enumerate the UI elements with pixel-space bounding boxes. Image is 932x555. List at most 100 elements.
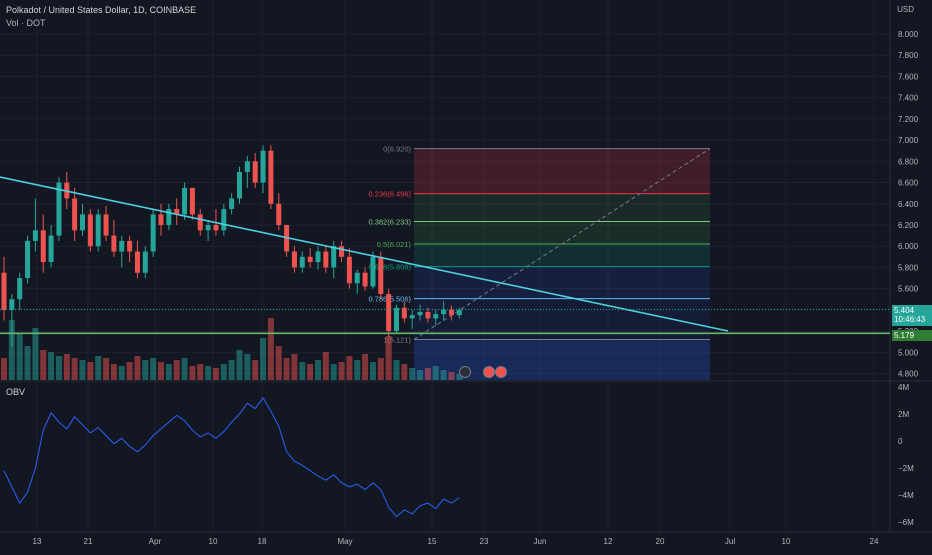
candle-body — [48, 235, 54, 263]
volume-bar — [448, 372, 455, 380]
current-price-tag: 5.404 10:46:43 — [892, 305, 932, 326]
time-axis-label: 13 — [33, 537, 42, 546]
volume-bar — [440, 370, 447, 380]
candle-body — [221, 209, 227, 231]
time-axis-label: 21 — [84, 537, 93, 546]
candle-body — [103, 214, 109, 236]
obv-legend[interactable]: OBV — [6, 387, 26, 397]
volume-bar — [330, 364, 337, 380]
fib-level-label: 1(5.121) — [383, 335, 411, 344]
candle-body — [189, 187, 195, 215]
volume-bar — [134, 356, 141, 380]
volume-bars — [1, 318, 463, 380]
volume-bar — [424, 368, 431, 380]
time-axis-label: Jun — [534, 537, 547, 546]
candle-body — [409, 315, 415, 319]
volume-bar — [165, 364, 172, 380]
volume-bar — [315, 360, 321, 380]
candle-body — [448, 309, 454, 316]
candle-body — [1, 272, 7, 310]
price-axis-label: 5.800 — [898, 263, 919, 272]
volume-bar — [307, 364, 314, 380]
candle-body — [95, 214, 101, 247]
candle-body — [252, 161, 258, 183]
volume-bar — [236, 350, 243, 380]
candle-body — [299, 256, 305, 268]
time-axis-label: May — [337, 537, 352, 546]
volume-bar — [220, 364, 227, 380]
fib-zone — [414, 148, 710, 194]
currency-label[interactable]: USD — [897, 5, 914, 14]
candle-body — [276, 203, 282, 225]
volume-bar — [40, 350, 47, 380]
candle-body — [456, 309, 462, 316]
price-axis-label: 7.000 — [898, 136, 919, 145]
price-axis-label: 7.400 — [898, 94, 919, 103]
volume-legend[interactable]: Vol · DOT — [6, 18, 46, 28]
fib-zone — [414, 221, 710, 244]
time-axis-label: 15 — [428, 537, 437, 546]
volume-bar — [63, 354, 70, 380]
candle-body — [197, 214, 203, 231]
volume-bar — [48, 352, 55, 380]
time-axis-label: Jul — [725, 537, 735, 546]
volume-bar — [291, 354, 298, 380]
candle-body — [315, 251, 321, 263]
candle-body — [174, 209, 180, 215]
obv-axis-label: −6M — [898, 518, 914, 527]
time-axis-label: 23 — [480, 537, 489, 546]
candle-body — [127, 240, 133, 252]
bar-countdown: 10:46:43 — [894, 315, 926, 324]
volume-bar — [205, 366, 212, 380]
obv-line — [3, 396, 460, 518]
volume-bar — [456, 374, 463, 380]
obv-axis-label: 2M — [898, 410, 909, 419]
fib-level-label: 0.236(6.496) — [368, 190, 411, 199]
candle-body — [158, 214, 164, 225]
candle-body — [25, 240, 31, 279]
price-axis-label: 5.600 — [898, 285, 919, 294]
price-axis-label: 6.600 — [898, 179, 919, 188]
volume-bar — [110, 364, 117, 380]
candle-body — [362, 272, 368, 287]
time-axis-label: 24 — [870, 537, 879, 546]
candle-body — [339, 246, 345, 257]
time-axis-label: 12 — [604, 537, 613, 546]
price-axis-label: 7.600 — [898, 72, 919, 81]
candle-body — [119, 240, 125, 252]
volume-bar — [181, 358, 188, 380]
candle-body — [331, 246, 337, 268]
candle-body — [291, 251, 297, 268]
candle-body — [417, 311, 423, 316]
volume-bar — [409, 368, 416, 380]
fib-retracement[interactable]: 0(6.920) 0.236(6.496) 0.382(6.233) 0.5(6.02… — [368, 145, 711, 380]
volume-bar — [346, 356, 353, 380]
symbol-title[interactable]: Polkadot / United States Dollar, 1D, COI… — [6, 5, 197, 15]
price-axis-label: 7.800 — [898, 51, 919, 60]
candle-body — [72, 198, 78, 231]
volume-bar — [283, 358, 290, 380]
volume-bar — [118, 366, 125, 380]
candle-body — [354, 272, 360, 284]
candle-body — [401, 307, 407, 319]
volume-bar — [377, 358, 384, 380]
candle-body — [32, 230, 38, 241]
volume-bar — [1, 358, 7, 380]
volume-bar — [158, 362, 164, 380]
volume-bar — [299, 362, 306, 380]
event-marker-icon — [459, 366, 471, 378]
candle-body — [142, 251, 148, 273]
volume-bar — [8, 320, 15, 380]
candle-body — [307, 256, 313, 263]
candle-body — [378, 256, 384, 294]
fib-zone — [414, 266, 710, 299]
volume-bar — [322, 352, 329, 380]
candle-body — [40, 230, 46, 263]
volume-bar — [32, 328, 39, 380]
candle-body — [111, 235, 117, 252]
candle-body — [260, 150, 266, 183]
time-axis-label: Apr — [149, 537, 162, 546]
fib-level-label: 0.618(5.808) — [368, 263, 411, 272]
